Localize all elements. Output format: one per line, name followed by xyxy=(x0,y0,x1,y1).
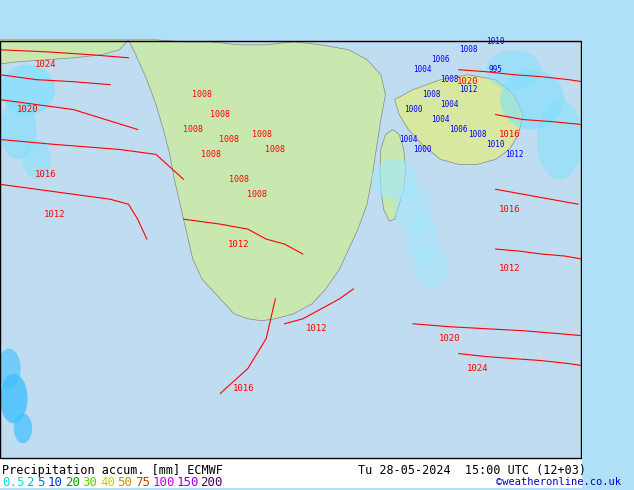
Text: 1012: 1012 xyxy=(498,265,520,273)
Text: 75: 75 xyxy=(135,476,150,489)
Ellipse shape xyxy=(0,373,27,423)
Text: 1010: 1010 xyxy=(486,37,505,47)
Text: 1012: 1012 xyxy=(44,210,66,219)
Text: 1008: 1008 xyxy=(219,135,240,144)
Text: 1008: 1008 xyxy=(468,130,486,139)
Ellipse shape xyxy=(0,349,21,389)
Text: 10: 10 xyxy=(48,476,63,489)
Text: 1006: 1006 xyxy=(431,55,450,64)
Bar xyxy=(0,40,582,458)
Text: 1004: 1004 xyxy=(441,100,459,109)
Ellipse shape xyxy=(394,184,431,234)
Polygon shape xyxy=(394,74,523,164)
Text: 1008: 1008 xyxy=(247,190,267,199)
Text: 1004: 1004 xyxy=(413,65,431,74)
Text: 1012: 1012 xyxy=(228,240,249,248)
Text: 150: 150 xyxy=(176,476,198,489)
Text: 1008: 1008 xyxy=(183,125,203,134)
Text: 1008: 1008 xyxy=(229,175,249,184)
Text: 1020: 1020 xyxy=(16,105,38,114)
Text: 1016: 1016 xyxy=(35,170,56,179)
Text: 5: 5 xyxy=(37,476,44,489)
Bar xyxy=(0,40,582,458)
Text: 1004: 1004 xyxy=(431,115,450,124)
Text: 1024: 1024 xyxy=(35,60,56,69)
Text: 1008: 1008 xyxy=(210,110,230,119)
Text: 20: 20 xyxy=(65,476,80,489)
Text: 1008: 1008 xyxy=(422,90,441,99)
Text: 1008: 1008 xyxy=(252,130,271,139)
Text: ©weatheronline.co.uk: ©weatheronline.co.uk xyxy=(496,477,621,487)
Text: 2: 2 xyxy=(26,476,33,489)
Polygon shape xyxy=(380,129,406,221)
Text: 1016: 1016 xyxy=(233,384,254,393)
Text: 30: 30 xyxy=(82,476,98,489)
Text: 1008: 1008 xyxy=(265,145,285,154)
Text: 1012: 1012 xyxy=(505,150,523,159)
Text: 1010: 1010 xyxy=(486,140,505,149)
Text: 1006: 1006 xyxy=(450,125,468,134)
Text: 40: 40 xyxy=(100,476,115,489)
Text: 1000: 1000 xyxy=(404,105,422,114)
Ellipse shape xyxy=(486,50,541,90)
Polygon shape xyxy=(129,40,385,321)
Bar xyxy=(0,458,582,488)
Text: 1012: 1012 xyxy=(306,324,327,333)
Ellipse shape xyxy=(537,99,583,179)
Text: 1004: 1004 xyxy=(399,135,418,144)
Text: 1008: 1008 xyxy=(201,150,221,159)
Ellipse shape xyxy=(23,140,51,179)
Ellipse shape xyxy=(406,217,438,262)
Text: 0.5: 0.5 xyxy=(2,476,24,489)
Text: 1020: 1020 xyxy=(457,77,479,86)
Text: Precipitation accum. [mm] ECMWF: Precipitation accum. [mm] ECMWF xyxy=(2,464,223,477)
Ellipse shape xyxy=(372,159,418,199)
Text: 1016: 1016 xyxy=(498,130,520,139)
Text: 1012: 1012 xyxy=(459,85,477,94)
Polygon shape xyxy=(0,40,129,64)
Text: 1008: 1008 xyxy=(459,45,477,54)
Ellipse shape xyxy=(14,414,32,443)
Ellipse shape xyxy=(0,65,55,115)
Text: 995: 995 xyxy=(489,65,503,74)
Text: 1020: 1020 xyxy=(439,334,460,343)
Text: 200: 200 xyxy=(200,476,223,489)
Text: Tu 28-05-2024  15:00 UTC (12+03): Tu 28-05-2024 15:00 UTC (12+03) xyxy=(358,464,586,477)
Text: 1008: 1008 xyxy=(441,75,459,84)
Ellipse shape xyxy=(500,70,564,129)
Ellipse shape xyxy=(0,99,37,159)
Text: 100: 100 xyxy=(152,476,175,489)
Text: 1024: 1024 xyxy=(467,364,488,373)
Text: 1016: 1016 xyxy=(498,205,520,214)
Text: 50: 50 xyxy=(117,476,133,489)
Text: 1000: 1000 xyxy=(413,145,431,154)
Ellipse shape xyxy=(413,249,450,289)
Text: 1008: 1008 xyxy=(192,90,212,99)
Bar xyxy=(0,41,581,458)
